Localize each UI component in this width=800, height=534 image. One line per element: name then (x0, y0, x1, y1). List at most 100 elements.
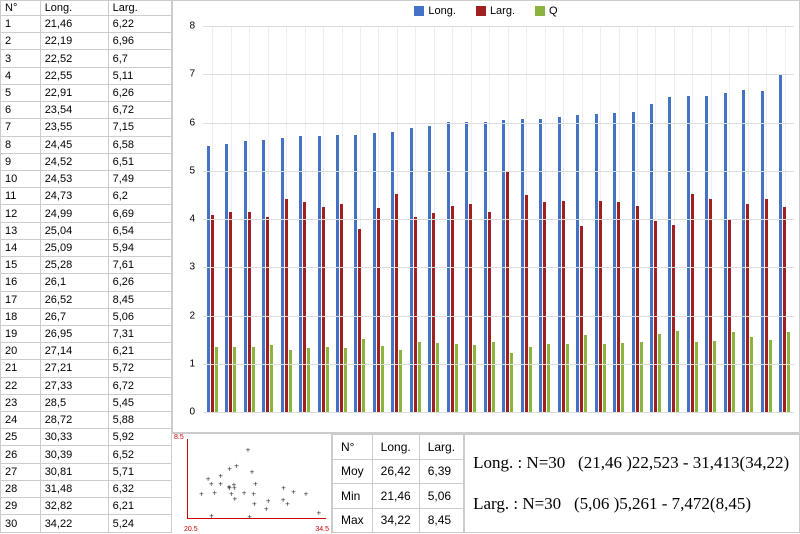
chart-legend: Long.Larg.Q (173, 1, 799, 21)
scatter-point: + (218, 471, 223, 480)
bar (428, 126, 431, 412)
y-axis: 012345678 (173, 26, 198, 412)
bar (207, 146, 210, 412)
bar (558, 117, 561, 412)
y-tick: 8 (189, 21, 195, 32)
bar (525, 195, 528, 412)
bar (381, 346, 384, 412)
bottom-row: 8.5 20.5 34.5 ++++++++++++++++++++++++++… (172, 433, 800, 533)
bar (640, 342, 643, 412)
bar (584, 335, 587, 412)
bar (547, 344, 550, 412)
legend-item: Long. (414, 5, 456, 17)
bar (229, 212, 232, 412)
bar (603, 344, 606, 412)
table-row: 1626,16,26 (1, 274, 172, 291)
bar (303, 202, 306, 412)
bar (695, 342, 698, 412)
bar (562, 201, 565, 412)
bar (354, 135, 357, 412)
scatter-point: + (247, 512, 252, 521)
bar (248, 212, 251, 412)
scatter-point: + (285, 499, 290, 508)
info-larg-label: Larg. : N=30 (473, 494, 561, 513)
bar (492, 342, 495, 412)
bar (765, 199, 768, 412)
bar (344, 348, 347, 412)
scatter-point: + (232, 495, 237, 504)
bar (395, 194, 398, 412)
table-row: 1525,287,61 (1, 257, 172, 274)
bar (539, 119, 542, 412)
bar (262, 140, 265, 412)
bar (244, 141, 247, 412)
bar (676, 331, 679, 412)
bar (266, 217, 269, 412)
y-tick: 5 (189, 165, 195, 176)
bar (750, 337, 753, 412)
table-row: 2730,815,71 (1, 463, 172, 480)
bar (318, 136, 321, 412)
table-row: 2428,725,88 (1, 412, 172, 429)
data-table: N°Long.Larg. 121,466,22222,196,96322,526… (0, 0, 172, 533)
bar (691, 194, 694, 412)
bar (270, 345, 273, 412)
scatter-point: + (266, 496, 271, 505)
bar (521, 119, 524, 412)
bar (658, 334, 661, 412)
table-row: 2227,336,72 (1, 377, 172, 394)
info-larg-value: (5,06 )5,261 - 7,472(8,45) (574, 494, 751, 513)
bar (281, 138, 284, 412)
bar (543, 202, 546, 412)
bar (377, 208, 380, 412)
y-tick: 4 (189, 214, 195, 225)
bar (473, 345, 476, 412)
bar (414, 217, 417, 412)
y-tick: 7 (189, 69, 195, 80)
stats-row: Moy26,426,39 (333, 459, 464, 484)
bar (252, 347, 255, 412)
bar (322, 207, 325, 412)
bar (336, 135, 339, 412)
scatter-point: + (227, 464, 232, 473)
table-row: 2328,55,45 (1, 394, 172, 411)
scatter-point: + (232, 483, 237, 492)
info-long-value: (21,46 )22,523 - 31,413(34,22) (578, 453, 789, 472)
bar (636, 206, 639, 412)
table-row: 1726,528,45 (1, 291, 172, 308)
bar (566, 344, 569, 412)
bar (668, 97, 671, 412)
bar (373, 133, 376, 412)
bar (215, 347, 218, 412)
bar (289, 350, 292, 412)
bar (787, 332, 790, 412)
table-row: 2127,215,72 (1, 360, 172, 377)
scatter-point: + (251, 490, 256, 499)
bar (455, 344, 458, 412)
bar (529, 347, 532, 412)
table-row: 322,526,7 (1, 50, 172, 67)
scatter-point: + (209, 511, 214, 520)
y-tick: 3 (189, 262, 195, 273)
scatter-point: + (209, 480, 214, 489)
bar (418, 342, 421, 412)
y-tick: 2 (189, 310, 195, 321)
scatter-point: + (234, 462, 239, 471)
scatter-point: + (252, 499, 257, 508)
scatter-point: + (264, 505, 269, 514)
bar (779, 74, 782, 412)
bar (399, 350, 402, 412)
legend-item: Larg. (476, 5, 515, 17)
bar (580, 226, 583, 412)
bar (233, 347, 236, 412)
info-long-label: Long. : N=30 (473, 453, 565, 472)
table-row: 1024,537,49 (1, 170, 172, 187)
bar (576, 115, 579, 412)
bar (469, 204, 472, 412)
table-row: 2630,396,52 (1, 446, 172, 463)
scatter-point: + (316, 509, 321, 518)
bar (451, 206, 454, 413)
bar (488, 212, 491, 412)
table-row: 623,546,72 (1, 102, 172, 119)
table-row: 2932,826,21 (1, 498, 172, 515)
